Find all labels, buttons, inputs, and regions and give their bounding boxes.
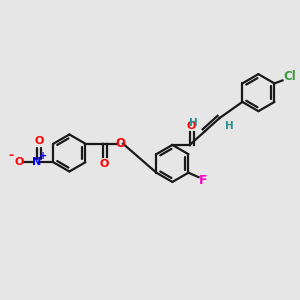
Text: +: +: [39, 151, 47, 161]
Text: -: -: [9, 149, 14, 162]
Text: O: O: [15, 157, 24, 167]
Text: F: F: [199, 174, 207, 187]
Text: H: H: [225, 122, 233, 131]
Text: O: O: [115, 137, 125, 150]
Text: O: O: [100, 159, 109, 169]
Text: Cl: Cl: [283, 70, 296, 83]
Text: N: N: [32, 157, 41, 167]
Text: H: H: [189, 118, 198, 128]
Text: O: O: [34, 136, 43, 146]
Text: O: O: [187, 121, 196, 131]
